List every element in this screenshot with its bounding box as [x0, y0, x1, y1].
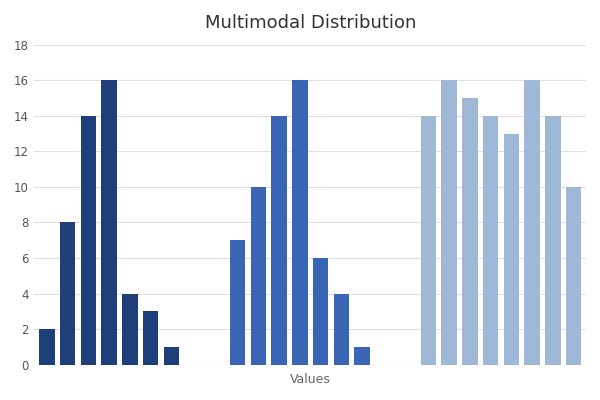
Bar — [292, 80, 308, 365]
Bar — [421, 116, 436, 365]
Bar — [334, 294, 349, 365]
Bar — [271, 116, 287, 365]
Bar — [101, 80, 117, 365]
Bar — [442, 80, 457, 365]
Bar — [483, 116, 499, 365]
Bar — [164, 347, 179, 365]
Bar — [122, 294, 137, 365]
Bar — [251, 187, 266, 365]
Bar — [566, 187, 581, 365]
Title: Multimodal Distribution: Multimodal Distribution — [205, 14, 416, 32]
Bar — [355, 347, 370, 365]
Bar — [230, 240, 245, 365]
Bar — [39, 329, 55, 365]
Bar — [462, 98, 478, 365]
Bar — [503, 134, 519, 365]
X-axis label: Values: Values — [290, 373, 331, 386]
Bar — [60, 222, 76, 365]
Bar — [80, 116, 96, 365]
Bar — [313, 258, 328, 365]
Bar — [524, 80, 540, 365]
Bar — [545, 116, 561, 365]
Bar — [143, 312, 158, 365]
